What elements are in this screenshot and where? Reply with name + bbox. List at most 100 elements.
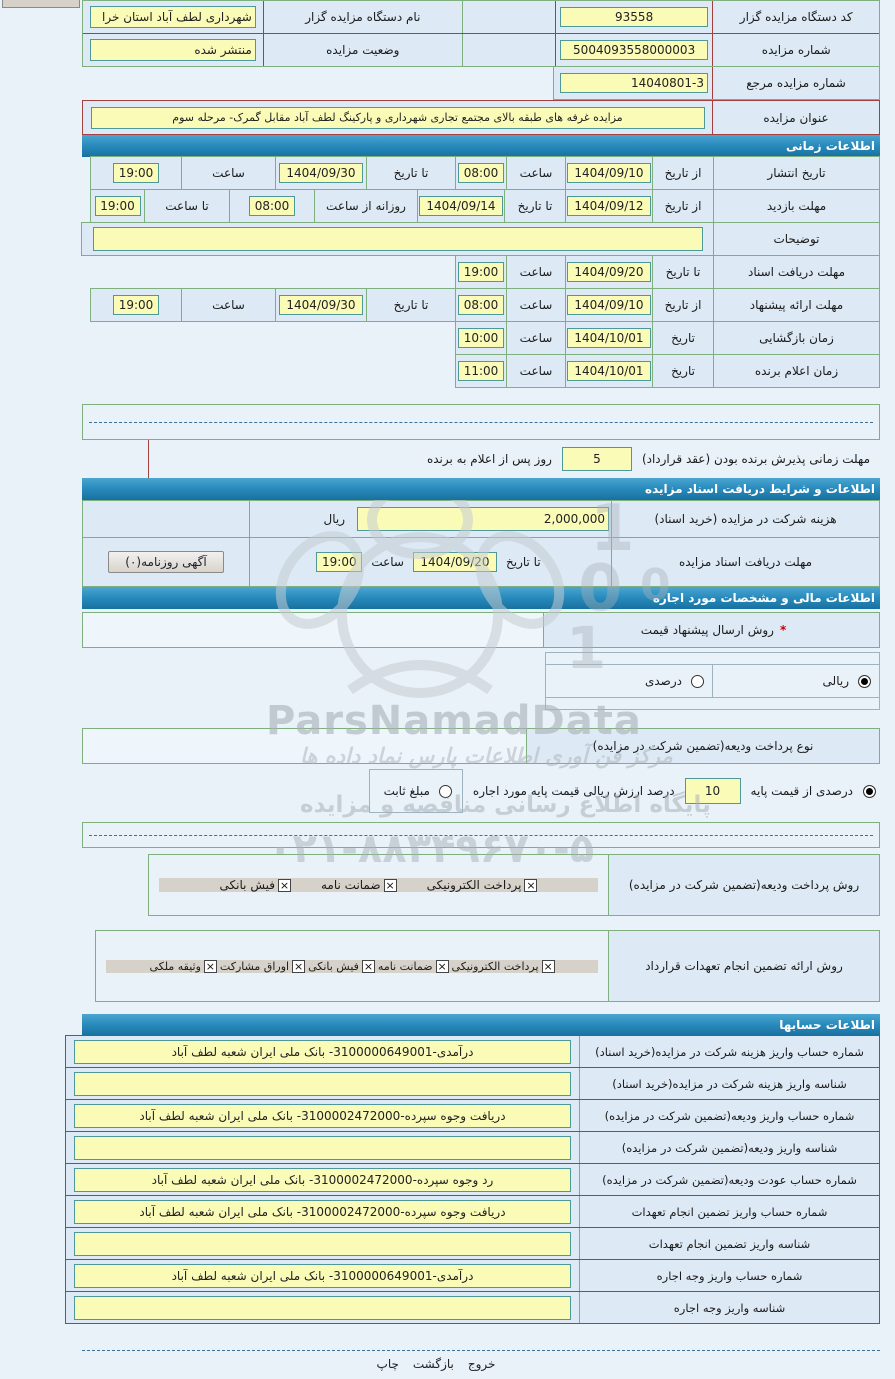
publish-to-hour-input[interactable] bbox=[113, 163, 159, 183]
account-row: شناسه واریز وجه اجاره bbox=[65, 1291, 880, 1324]
device-code-input[interactable] bbox=[560, 7, 709, 27]
account-value-input[interactable] bbox=[74, 1295, 571, 1320]
time-table: تاریخ انتشار از تاریخ ساعت تا تاریخ ساعت… bbox=[81, 156, 880, 388]
accept-suffix: روز پس از اعلام به برنده bbox=[426, 452, 552, 466]
auction-no-label: شماره مزایده bbox=[712, 34, 879, 66]
account-row: شناسه واریز ودیعه(تضمین شرکت در مزایده) bbox=[65, 1131, 880, 1164]
fee-unit-label: ریال bbox=[323, 512, 345, 526]
checkbox-electronic-payment[interactable] bbox=[541, 959, 555, 973]
checkbox-electronic-payment[interactable] bbox=[524, 878, 538, 892]
checkbox-guarantee-letter[interactable] bbox=[435, 959, 449, 973]
ref-no-input[interactable] bbox=[560, 73, 708, 93]
notes-input[interactable] bbox=[92, 227, 703, 251]
docs-deadline-date-input[interactable] bbox=[412, 552, 497, 572]
visit-to-date-input[interactable] bbox=[419, 196, 503, 216]
visit-daily-hour-input[interactable] bbox=[249, 196, 295, 216]
guarantee-options-panel: پرداخت الکترونیکی ضمانت نامه فیش بانکی ا… bbox=[106, 959, 598, 973]
checkbox-property-collateral[interactable] bbox=[203, 959, 217, 973]
checkbox-participation-bonds[interactable] bbox=[292, 959, 306, 973]
fee-row: هزینه شرکت در مزایده (خرید اسناد) ریال bbox=[83, 501, 879, 537]
winner-date-input[interactable] bbox=[567, 361, 651, 381]
print-link[interactable]: چاپ bbox=[376, 1357, 399, 1371]
account-value-input[interactable] bbox=[74, 1231, 571, 1256]
winner-row: زمان اعلام برنده تاریخ ساعت bbox=[82, 354, 880, 388]
newspaper-ads-button[interactable]: آگهی روزنامه(۰) bbox=[108, 551, 224, 573]
offer-from-hour-input[interactable] bbox=[458, 295, 504, 315]
doc-deadline-label: مهلت دریافت اسناد bbox=[713, 255, 880, 289]
account-value-input[interactable] bbox=[74, 1263, 571, 1288]
base-percent-input[interactable] bbox=[684, 778, 741, 804]
status-input[interactable] bbox=[89, 39, 256, 61]
price-method-row: * روش ارسال پیشنهاد قیمت bbox=[82, 612, 880, 648]
fixed-amount-cell: مبلغ ثابت bbox=[368, 769, 463, 813]
rial-option-cell: ریالی bbox=[713, 665, 879, 697]
cutoff-top-left-element bbox=[2, 0, 80, 8]
dashed-separator bbox=[82, 404, 880, 440]
status-label: وضعیت مزایده bbox=[262, 34, 463, 66]
title-row: عنوان مزایده bbox=[82, 100, 880, 135]
publish-from-date-input[interactable] bbox=[567, 163, 651, 183]
offer-from-date-input[interactable] bbox=[567, 295, 651, 315]
account-value-input[interactable] bbox=[74, 1103, 571, 1128]
offer-to-date-input[interactable] bbox=[279, 295, 363, 315]
auction-detail-page: کد دستگاه مزایده گزار نام دستگاه مزایده … bbox=[65, 0, 880, 1371]
accept-days-input[interactable] bbox=[561, 447, 632, 471]
exit-link[interactable]: خروج bbox=[467, 1357, 496, 1371]
hour-label: ساعت bbox=[506, 321, 566, 355]
offer-to-hour-input[interactable] bbox=[113, 295, 159, 315]
visit-row: مهلت بازدید از تاریخ تا تاریخ روزانه از … bbox=[82, 189, 880, 223]
docs-table: هزینه شرکت در مزایده (خرید اسناد) ریال م… bbox=[82, 500, 880, 587]
publish-row: تاریخ انتشار از تاریخ ساعت تا تاریخ ساعت bbox=[82, 156, 880, 190]
visit-until-hour-input[interactable] bbox=[94, 196, 141, 216]
publish-from-hour-input[interactable] bbox=[458, 163, 504, 183]
radio-base-percent[interactable] bbox=[863, 784, 876, 798]
price-method-label-cell: * روش ارسال پیشنهاد قیمت bbox=[544, 613, 879, 647]
empty-cell bbox=[81, 255, 456, 289]
doc-deadline-hour-input[interactable] bbox=[458, 262, 504, 282]
checkbox-label: وثیقه ملکی bbox=[149, 959, 201, 973]
visit-from-date-input[interactable] bbox=[567, 196, 651, 216]
required-asterisk: * bbox=[779, 623, 787, 637]
publish-to-date-input[interactable] bbox=[279, 163, 363, 183]
account-value-input[interactable] bbox=[74, 1199, 571, 1224]
hour-label: ساعت bbox=[506, 255, 566, 289]
account-label: شماره حساب واریز هزینه شرکت در مزایده(خر… bbox=[579, 1036, 879, 1067]
date-label: تاریخ bbox=[652, 321, 714, 355]
deposit-pay-label: روش پرداخت ودیعه(تضمین شرکت در مزایده) bbox=[608, 855, 879, 915]
account-label: شماره حساب واریز وجه اجاره bbox=[579, 1260, 879, 1291]
account-value-input[interactable] bbox=[74, 1071, 571, 1096]
fee-amount-input[interactable] bbox=[357, 507, 609, 531]
percent-option-label: درصدی bbox=[644, 674, 682, 688]
checkbox-bank-receipt[interactable] bbox=[277, 878, 291, 892]
checkbox-guarantee-letter[interactable] bbox=[383, 878, 397, 892]
checkbox-bank-receipt[interactable] bbox=[361, 959, 375, 973]
docs-deadline-row: مهلت دریافت اسناد مزایده تا تاریخ ساعت آ… bbox=[83, 537, 879, 586]
hour-label: ساعت bbox=[506, 288, 566, 322]
account-value-input[interactable] bbox=[74, 1039, 571, 1064]
account-value-input[interactable] bbox=[74, 1135, 571, 1160]
auction-no-input[interactable] bbox=[560, 40, 709, 60]
title-input[interactable] bbox=[90, 106, 705, 129]
device-code-label: کد دستگاه مزایده گزار bbox=[712, 1, 879, 33]
docs-deadline-hour-input[interactable] bbox=[316, 552, 363, 572]
account-value-input[interactable] bbox=[74, 1167, 571, 1192]
ref-no-label: شماره مزایده مرجع bbox=[712, 67, 879, 99]
to-date-label: تا تاریخ bbox=[505, 555, 541, 569]
device-name-input[interactable] bbox=[89, 6, 256, 28]
doc-deadline-date-input[interactable] bbox=[567, 262, 651, 282]
radio-rial[interactable] bbox=[858, 674, 871, 688]
winner-hour-input[interactable] bbox=[458, 361, 504, 381]
accounts-table: شماره حساب واریز هزینه شرکت در مزایده(خر… bbox=[65, 1035, 880, 1324]
notes-label: توضیحات bbox=[713, 222, 880, 256]
section-header-financial: اطلاعات مالی و مشخصات مورد اجاره bbox=[82, 587, 880, 609]
hour-label: ساعت bbox=[181, 156, 276, 190]
title-label: عنوان مزایده bbox=[712, 101, 879, 134]
opening-hour-input[interactable] bbox=[458, 328, 504, 348]
device-name-label: نام دستگاه مزایده گزار bbox=[262, 1, 463, 33]
back-link[interactable]: بازگشت bbox=[412, 1357, 454, 1371]
account-label: شناسه واریز وجه اجاره bbox=[579, 1292, 879, 1323]
hour-label: ساعت bbox=[506, 156, 566, 190]
radio-percent[interactable] bbox=[691, 674, 704, 688]
radio-fixed-amount[interactable] bbox=[438, 784, 452, 798]
opening-date-input[interactable] bbox=[567, 328, 651, 348]
